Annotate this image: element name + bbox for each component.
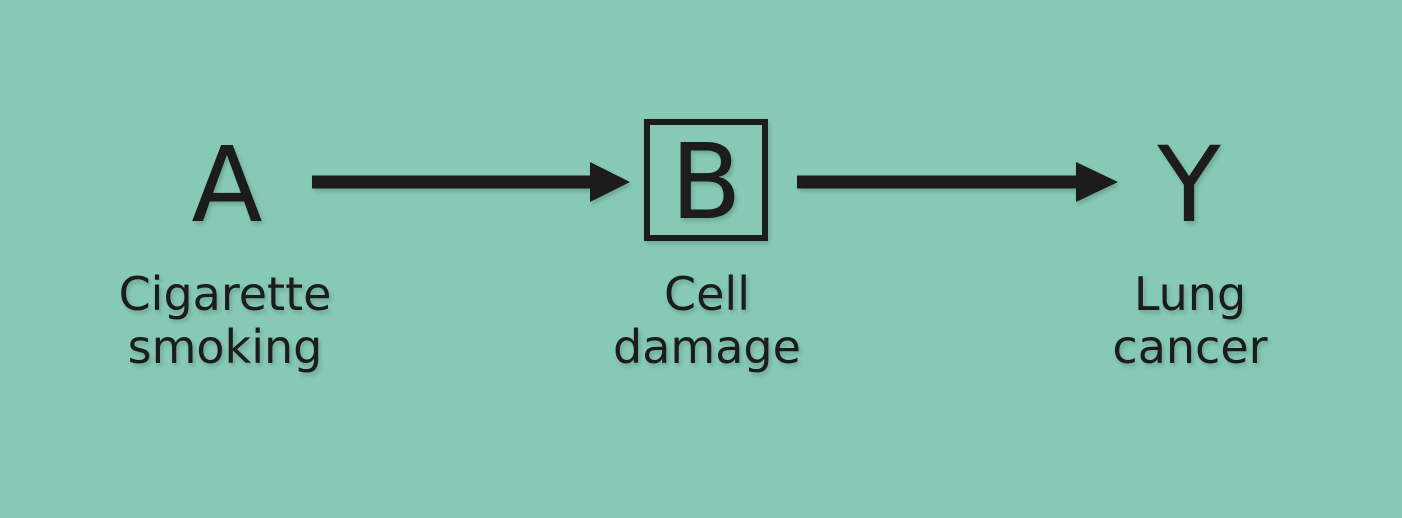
node-b-label: Cell damage xyxy=(572,268,842,374)
node-y-label: Lung cancer xyxy=(1055,268,1325,374)
node-a-label-line1: Cigarette xyxy=(118,267,332,321)
arrow-a-to-b xyxy=(312,162,630,202)
conditioning-box xyxy=(644,119,768,241)
node-y-label-line1: Lung xyxy=(1133,267,1247,321)
node-y-label-line2: cancer xyxy=(1112,320,1268,374)
node-y-letter: Y xyxy=(1157,124,1221,246)
node-b-label-line2: damage xyxy=(613,320,801,374)
node-a-label: Cigarette smoking xyxy=(90,268,360,374)
node-a-label-line2: smoking xyxy=(127,320,323,374)
node-b-letter: B xyxy=(670,121,742,243)
arrow-b-to-y xyxy=(797,162,1118,202)
node-b-label-line1: Cell xyxy=(664,267,750,321)
node-a-letter: A xyxy=(191,124,263,246)
